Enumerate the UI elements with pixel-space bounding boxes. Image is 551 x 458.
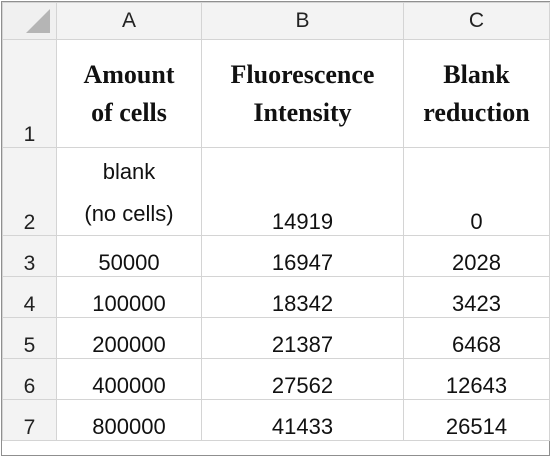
row-header-2[interactable]: 2 (2, 147, 57, 236)
table-row: 4 100000 18342 3423 (2, 276, 550, 318)
header-text: reduction (423, 97, 530, 127)
cell-c7[interactable]: 26514 (403, 399, 550, 441)
cell-a6[interactable]: 400000 (56, 358, 202, 400)
cell-a2[interactable]: blank (no cells) (56, 147, 202, 236)
table-row: 3 50000 16947 2028 (2, 235, 550, 277)
table-row: 2 blank (no cells) 14919 0 (2, 147, 550, 236)
cell-text: blank (102, 159, 156, 184)
header-text: Intensity (253, 97, 352, 127)
cell-a4[interactable]: 100000 (56, 276, 202, 318)
cell-c6[interactable]: 12643 (403, 358, 550, 400)
column-header-a[interactable]: A (56, 2, 202, 40)
cell-c4[interactable]: 3423 (403, 276, 550, 318)
cell-c1[interactable]: Blank reduction (403, 39, 550, 148)
table-row: 1 Amount of cells Fluorescence Intensity… (2, 39, 550, 148)
column-header-b[interactable]: B (201, 2, 404, 40)
row-header-6[interactable]: 6 (2, 358, 57, 400)
select-all-triangle-icon (26, 9, 50, 33)
column-header-row: A B C (2, 2, 550, 40)
cell-b6[interactable]: 27562 (201, 358, 404, 400)
row-header-5[interactable]: 5 (2, 317, 57, 359)
cell-a3[interactable]: 50000 (56, 235, 202, 277)
header-text: Amount (83, 59, 175, 89)
cell-c5[interactable]: 6468 (403, 317, 550, 359)
cell-b4[interactable]: 18342 (201, 276, 404, 318)
cell-b2[interactable]: 14919 (201, 147, 404, 236)
cell-c3[interactable]: 2028 (403, 235, 550, 277)
table-row: 7 800000 41433 26514 (2, 399, 550, 441)
row-header-1[interactable]: 1 (2, 39, 57, 148)
cell-c2[interactable]: 0 (403, 147, 550, 236)
cell-b5[interactable]: 21387 (201, 317, 404, 359)
select-all-button[interactable] (2, 2, 57, 40)
header-text: of cells (91, 97, 167, 127)
header-text: Blank (443, 59, 510, 89)
table-row: 5 200000 21387 6468 (2, 317, 550, 359)
table-row: 6 400000 27562 12643 (2, 358, 550, 400)
header-text: Fluorescence (230, 59, 375, 89)
cell-a7[interactable]: 800000 (56, 399, 202, 441)
column-header-c[interactable]: C (403, 2, 550, 40)
cell-b7[interactable]: 41433 (201, 399, 404, 441)
cell-a5[interactable]: 200000 (56, 317, 202, 359)
row-header-4[interactable]: 4 (2, 276, 57, 318)
cell-b3[interactable]: 16947 (201, 235, 404, 277)
cell-a1[interactable]: Amount of cells (56, 39, 202, 148)
cell-b1[interactable]: Fluorescence Intensity (201, 39, 404, 148)
cell-table: A B C 1 Amount of cells Fluorescence Int… (2, 2, 550, 441)
cell-text: (no cells) (84, 201, 174, 226)
row-header-3[interactable]: 3 (2, 235, 57, 277)
row-header-7[interactable]: 7 (2, 399, 57, 441)
